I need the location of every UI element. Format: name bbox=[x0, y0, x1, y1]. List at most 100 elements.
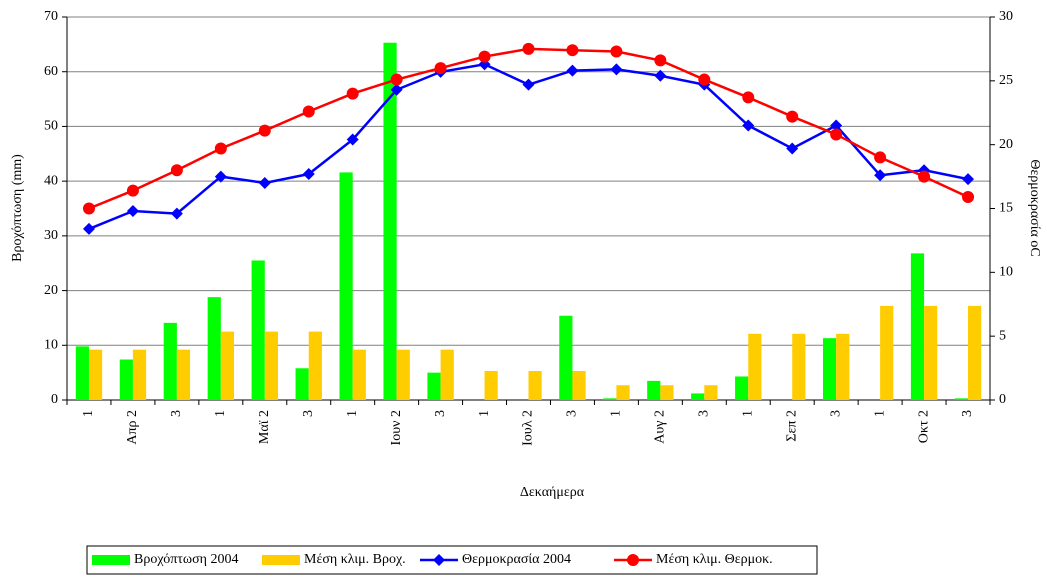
x-tick-label: 3 bbox=[565, 410, 580, 417]
marker bbox=[786, 110, 799, 123]
bar bbox=[603, 398, 617, 400]
y-tick-label: 70 bbox=[44, 9, 58, 24]
marker bbox=[962, 191, 975, 204]
marker bbox=[214, 170, 227, 183]
marker bbox=[346, 133, 359, 146]
bar bbox=[396, 349, 410, 400]
marker bbox=[830, 119, 843, 132]
marker bbox=[566, 64, 579, 77]
marker bbox=[214, 142, 227, 155]
x-tick-label: 3 bbox=[960, 410, 975, 417]
x-tick-label: Μαϊ 2 bbox=[257, 410, 272, 444]
y-tick-label: 60 bbox=[44, 64, 58, 79]
y2-tick-label: 15 bbox=[999, 201, 1013, 216]
bar bbox=[572, 371, 586, 400]
marker bbox=[610, 63, 623, 76]
x-tick-label: Απρ 2 bbox=[125, 410, 140, 445]
bar bbox=[88, 349, 103, 400]
marker bbox=[830, 128, 843, 141]
x-tick-label: 1 bbox=[213, 410, 228, 417]
x-tick-label: 1 bbox=[81, 410, 96, 417]
marker bbox=[170, 164, 183, 177]
x-tick-label: 3 bbox=[697, 410, 712, 417]
bar bbox=[748, 333, 762, 400]
legend-label: Μέση κλιμ. Βροχ. bbox=[304, 552, 406, 567]
x-tick-label: Ιουν 2 bbox=[389, 410, 404, 445]
x-tick-label: 3 bbox=[828, 410, 843, 417]
marker bbox=[522, 78, 535, 91]
bar bbox=[484, 371, 498, 400]
x-tick-label: Αυγ 2 bbox=[653, 410, 668, 444]
bar bbox=[880, 305, 894, 400]
legend-label: Θερμοκρασία 2004 bbox=[462, 552, 571, 567]
bar bbox=[968, 305, 982, 400]
marker bbox=[566, 44, 579, 57]
marker bbox=[742, 91, 755, 104]
y2-tick-label: 10 bbox=[999, 265, 1013, 280]
marker bbox=[786, 142, 799, 155]
marker bbox=[390, 73, 403, 86]
bar bbox=[559, 315, 573, 400]
x-tick-label: 1 bbox=[345, 410, 360, 417]
bar bbox=[660, 385, 674, 400]
y2-tick-label: 30 bbox=[999, 9, 1013, 24]
bar bbox=[910, 253, 925, 400]
y2-tick-label: 20 bbox=[999, 137, 1013, 152]
marker bbox=[82, 202, 95, 215]
bar bbox=[295, 368, 309, 400]
bar bbox=[176, 349, 191, 400]
bar bbox=[75, 346, 89, 400]
bar bbox=[836, 333, 850, 400]
marker bbox=[874, 151, 887, 164]
x-axis-label: Δεκαήμερα bbox=[520, 485, 585, 500]
legend-swatch bbox=[92, 555, 130, 565]
bar bbox=[383, 42, 397, 401]
x-tick-label: 1 bbox=[740, 410, 755, 417]
x-tick-label: Οκτ 2 bbox=[916, 410, 931, 443]
marker bbox=[742, 119, 755, 132]
y-tick-label: 10 bbox=[44, 338, 58, 353]
marker bbox=[874, 169, 887, 182]
marker bbox=[82, 222, 95, 235]
legend-label: Μέση κλιμ. Θερμοκ. bbox=[656, 552, 773, 567]
marker bbox=[698, 73, 711, 86]
legend-marker bbox=[433, 554, 445, 566]
x-tick-label: Σεπ 2 bbox=[784, 410, 799, 442]
y2-tick-label: 0 bbox=[999, 392, 1006, 407]
marker bbox=[126, 184, 139, 197]
bar bbox=[954, 398, 969, 400]
bar bbox=[440, 349, 454, 400]
legend-marker bbox=[627, 554, 639, 566]
bar bbox=[308, 331, 322, 400]
marker bbox=[522, 42, 535, 55]
marker bbox=[962, 173, 975, 186]
x-tick-label: 3 bbox=[433, 410, 448, 417]
x-tick-label: 1 bbox=[872, 410, 887, 417]
bar bbox=[132, 349, 147, 400]
x-tick-label: 3 bbox=[301, 410, 316, 417]
bar bbox=[792, 333, 806, 400]
y-tick-label: 40 bbox=[44, 173, 58, 188]
marker bbox=[170, 207, 183, 220]
bar bbox=[352, 349, 366, 400]
bar bbox=[264, 331, 278, 400]
marker bbox=[346, 87, 359, 100]
marker bbox=[918, 170, 931, 183]
bar bbox=[924, 305, 938, 400]
bar bbox=[647, 380, 661, 400]
bar bbox=[822, 338, 837, 400]
x-tick-label: Ιουλ 2 bbox=[521, 410, 536, 446]
x-tick-label: 3 bbox=[169, 410, 184, 417]
marker bbox=[390, 83, 403, 96]
y2-axis-label: Θερμοκρασία oC bbox=[1027, 159, 1042, 256]
legend-swatch bbox=[262, 555, 300, 565]
legend-label: Βροχόπτωση 2004 bbox=[134, 552, 239, 567]
marker bbox=[126, 205, 139, 218]
y2-tick-label: 5 bbox=[999, 328, 1006, 343]
y2-tick-label: 25 bbox=[999, 73, 1013, 88]
bar bbox=[704, 385, 718, 400]
marker bbox=[258, 124, 271, 137]
bar bbox=[735, 376, 749, 400]
bar bbox=[251, 260, 265, 400]
